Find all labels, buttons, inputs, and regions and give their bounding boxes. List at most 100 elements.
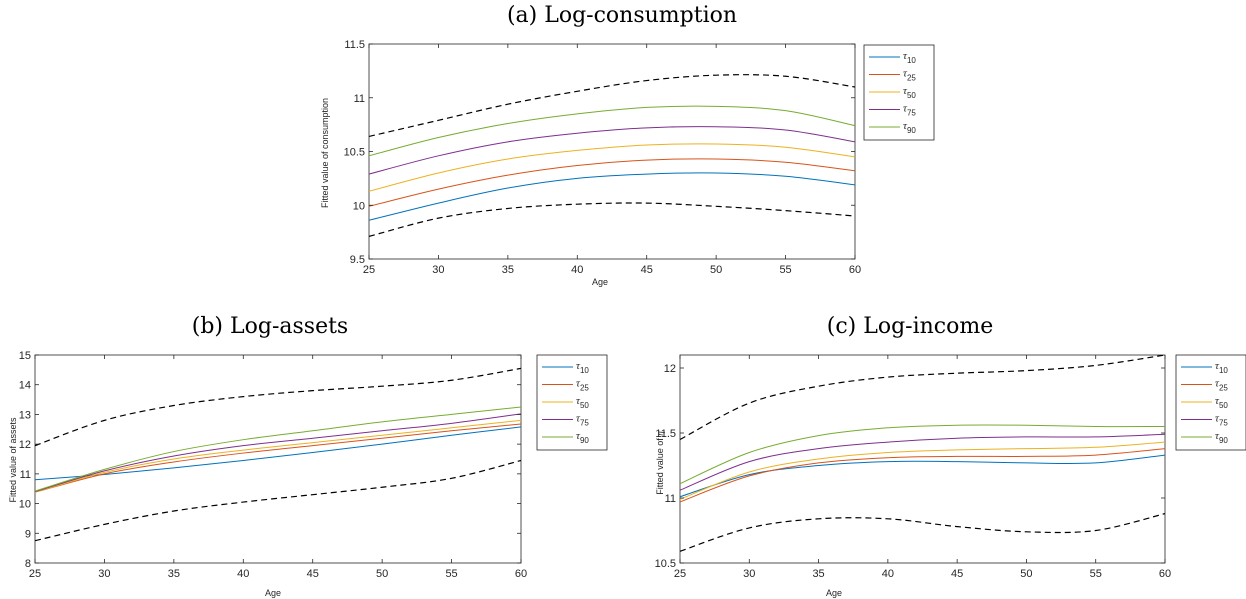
y-tick-label: 15 bbox=[19, 350, 31, 362]
legend-entry: τ75 bbox=[1215, 413, 1228, 428]
series-line-75 bbox=[680, 433, 1165, 491]
series-line-10 bbox=[680, 454, 1165, 498]
x-tick-label: 25 bbox=[674, 568, 686, 580]
x-tick-label: 50 bbox=[376, 568, 388, 580]
x-tick-label: 40 bbox=[571, 264, 583, 276]
x-tick-label: 35 bbox=[502, 264, 514, 276]
y-tick-label: 12 bbox=[19, 439, 31, 451]
x-axis-label: Age bbox=[265, 588, 281, 598]
x-tick-label: 40 bbox=[882, 568, 894, 580]
y-tick-label: 9.5 bbox=[350, 254, 365, 266]
panel-log-assets: (b) Log-assets Age Fitted value of asset… bbox=[8, 314, 608, 598]
x-tick-label: 50 bbox=[710, 264, 722, 276]
series-group bbox=[35, 367, 521, 542]
x-tick-label: 40 bbox=[237, 568, 249, 580]
y-tick-label: 11.5 bbox=[344, 39, 365, 51]
series-line-75 bbox=[369, 126, 855, 175]
y-tick-label: 11 bbox=[20, 469, 31, 481]
y-tick-label: 12 bbox=[664, 363, 676, 375]
y-tick-label: 9 bbox=[25, 528, 31, 540]
legend-entry: τ10 bbox=[903, 50, 916, 65]
series-line-25 bbox=[680, 448, 1165, 503]
x-tick-label: 55 bbox=[779, 264, 791, 276]
y-tick-label: 14 bbox=[19, 380, 31, 392]
x-tick-label: 35 bbox=[168, 568, 180, 580]
confidence-band-line bbox=[35, 367, 521, 447]
x-tick-label: 60 bbox=[1159, 568, 1171, 580]
legend: τ10 τ25 τ50 τ75 τ90 bbox=[536, 354, 608, 451]
legend-entry: τ75 bbox=[576, 413, 589, 428]
chart-title: (b) Log-assets bbox=[192, 314, 348, 339]
y-tick-label: 13 bbox=[19, 409, 31, 421]
x-tick-label: 30 bbox=[98, 568, 110, 580]
series-line-50 bbox=[680, 441, 1165, 500]
series-line-90 bbox=[35, 406, 521, 492]
y-tick-label: 11 bbox=[665, 493, 676, 505]
x-tick-label: 60 bbox=[849, 264, 861, 276]
legend-entry: τ90 bbox=[576, 430, 589, 445]
series-line-50 bbox=[369, 143, 855, 192]
legend-entry: τ50 bbox=[1215, 395, 1228, 410]
x-tick-label: 55 bbox=[1090, 568, 1102, 580]
legend-entry: τ25 bbox=[903, 68, 916, 83]
confidence-band-line bbox=[35, 459, 521, 542]
series-line-90 bbox=[369, 105, 855, 157]
x-tick-label: 25 bbox=[363, 264, 375, 276]
x-tick-label: 45 bbox=[951, 568, 963, 580]
plot-area bbox=[34, 354, 522, 564]
y-tick-label: 11.5 bbox=[655, 428, 676, 440]
plot-area bbox=[679, 354, 1166, 564]
y-axis-label: Fitted value of assets bbox=[8, 417, 18, 503]
legend-entry: τ10 bbox=[1215, 360, 1228, 375]
y-tick-label: 10 bbox=[19, 499, 31, 511]
x-tick-label: 50 bbox=[1020, 568, 1032, 580]
chart-title: (c) Log-income bbox=[827, 314, 994, 339]
series-line-25 bbox=[369, 158, 855, 207]
plot-area bbox=[368, 43, 856, 260]
panel-log-income: (c) Log-income Age Fitted value of η 25 3… bbox=[655, 314, 1246, 598]
x-tick-label: 35 bbox=[812, 568, 824, 580]
series-line-75 bbox=[35, 413, 521, 493]
panel-log-consumption: (a) Log-consumption Age Fitted value of … bbox=[320, 3, 935, 287]
y-axis-label: Fitted value of η bbox=[655, 431, 665, 495]
x-tick-label: 45 bbox=[307, 568, 319, 580]
series-group bbox=[680, 355, 1165, 552]
legend-entry: τ10 bbox=[576, 360, 589, 375]
legend-entry: τ90 bbox=[1215, 430, 1228, 445]
series-line-90 bbox=[680, 424, 1165, 485]
legend-entry: τ25 bbox=[576, 378, 589, 393]
y-axis-label: Fitted value of consumption bbox=[320, 98, 330, 208]
y-tick-label: 10.5 bbox=[344, 147, 365, 159]
x-tick-label: 60 bbox=[515, 568, 527, 580]
confidence-band-line bbox=[369, 202, 855, 238]
x-tick-label: 25 bbox=[29, 568, 41, 580]
y-axis-label-symbol: η bbox=[655, 431, 665, 436]
series-line-10 bbox=[369, 172, 855, 221]
legend-entry: τ50 bbox=[903, 85, 916, 100]
chart-title: (a) Log-consumption bbox=[507, 3, 737, 28]
y-tick-label: 10 bbox=[353, 200, 365, 212]
confidence-band-line bbox=[680, 513, 1165, 552]
legend-entry: τ75 bbox=[903, 103, 916, 118]
legend: τ10 τ25 τ50 τ75 τ90 bbox=[863, 44, 935, 141]
legend-entry: τ50 bbox=[576, 395, 589, 410]
legend-entry: τ25 bbox=[1215, 378, 1228, 393]
x-tick-label: 30 bbox=[743, 568, 755, 580]
series-line-25 bbox=[35, 423, 521, 493]
x-tick-label: 55 bbox=[445, 568, 457, 580]
series-line-50 bbox=[35, 419, 521, 493]
legend: τ10 τ25 τ50 τ75 τ90 bbox=[1175, 354, 1246, 451]
y-tick-label: 8 bbox=[25, 558, 31, 570]
series-line-10 bbox=[35, 426, 521, 481]
x-tick-label: 45 bbox=[641, 264, 653, 276]
x-tick-label: 30 bbox=[432, 264, 444, 276]
y-axis-label-text: Fitted value of bbox=[655, 438, 665, 495]
series-group bbox=[369, 74, 855, 238]
y-tick-label: 11 bbox=[354, 93, 365, 105]
x-axis-label: Age bbox=[592, 277, 608, 287]
x-axis-label: Age bbox=[826, 588, 842, 598]
confidence-band-line bbox=[680, 355, 1165, 441]
legend-entry: τ90 bbox=[903, 120, 916, 135]
y-tick-label: 10.5 bbox=[655, 558, 676, 570]
